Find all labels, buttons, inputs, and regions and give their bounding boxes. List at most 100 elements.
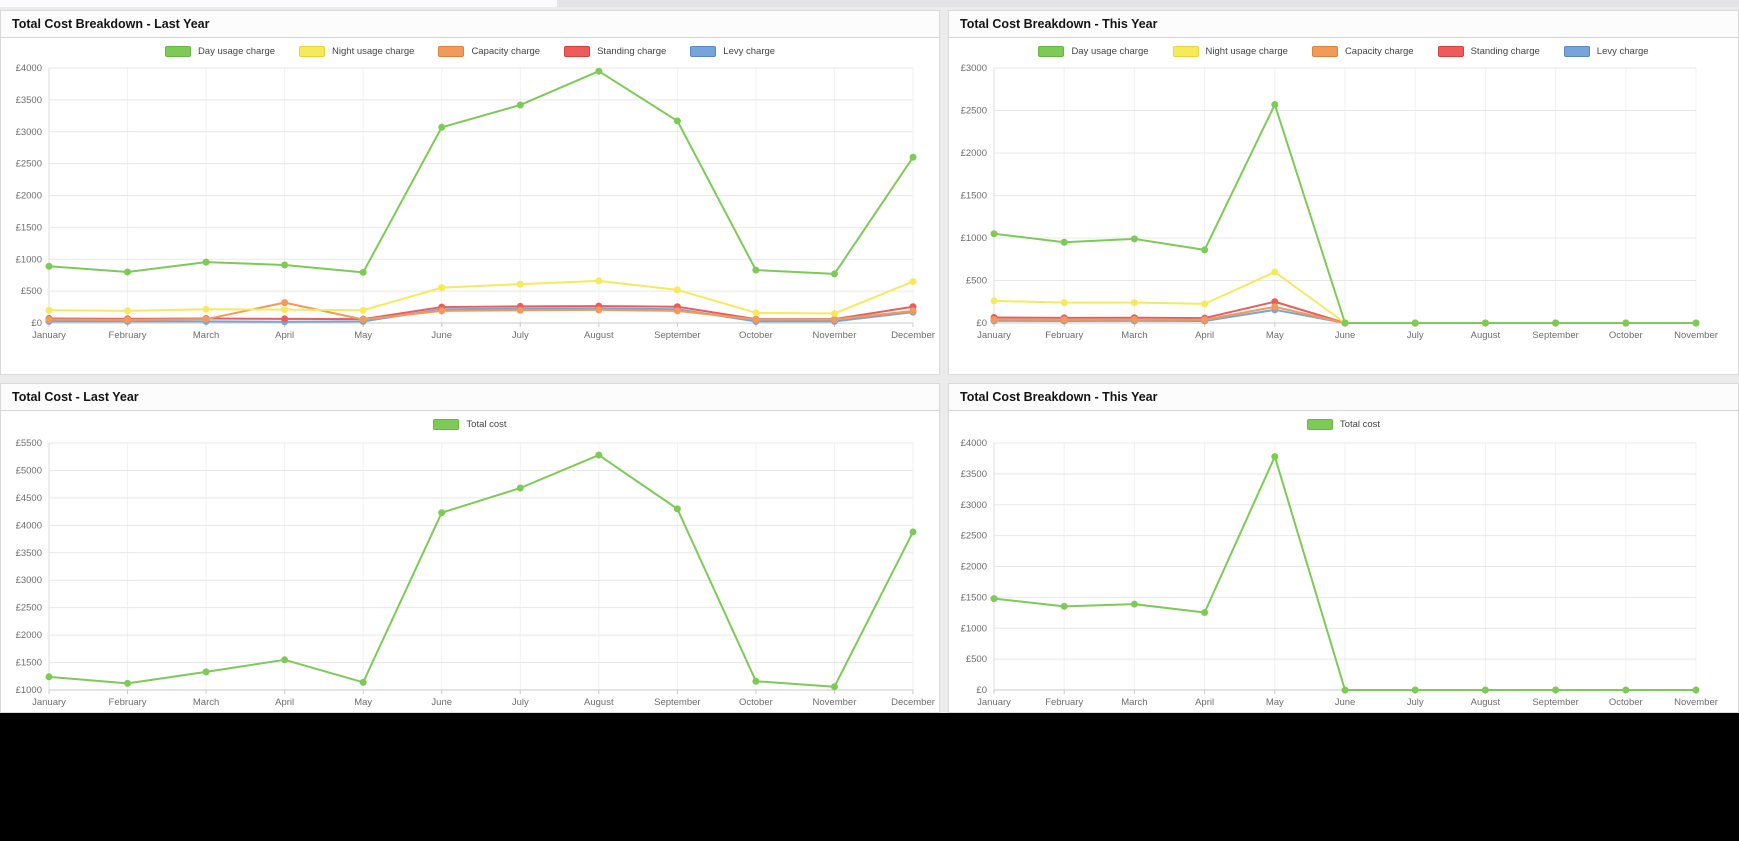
x-axis-label: September [654, 697, 700, 708]
data-point [909, 307, 917, 315]
y-axis-label: £2000 [961, 562, 987, 573]
x-axis-label: February [1045, 697, 1083, 708]
data-point [1271, 453, 1279, 461]
data-point [438, 284, 446, 292]
data-point [1341, 319, 1349, 327]
x-axis-label: June [431, 330, 452, 341]
x-axis-label: January [32, 697, 66, 708]
y-axis-label: £1000 [16, 254, 42, 265]
data-point [1060, 602, 1068, 610]
data-point [830, 270, 838, 278]
chart-legend: Day usage charge Night usage charge Capaci… [1, 38, 939, 64]
x-axis-label: September [654, 330, 700, 341]
y-axis-label: £2500 [16, 603, 42, 614]
legend-label: Standing charge [1470, 45, 1540, 57]
data-point [438, 509, 446, 517]
y-axis-label: £3500 [961, 469, 987, 480]
x-axis-label: October [739, 330, 773, 341]
screen-black-area [0, 713, 1739, 841]
legend-item-total-cost[interactable]: Total cost [433, 418, 507, 430]
legend-item-total-cost[interactable]: Total cost [1306, 418, 1381, 430]
legend-item-levy-charge[interactable]: Levy charge [690, 45, 776, 57]
x-axis-label: November [1674, 697, 1718, 708]
x-axis-label: July [1407, 697, 1424, 708]
data-point [752, 309, 760, 317]
y-axis-label: £3000 [961, 500, 987, 511]
legend-item-standing-charge[interactable]: Standing charge [564, 45, 666, 57]
legend-swatch-icon [1306, 418, 1333, 430]
chart-area: January February March April May June July Augu… [949, 437, 1738, 712]
data-point [359, 268, 367, 276]
legend-item-capacity-charge[interactable]: Capacity charge [438, 45, 541, 57]
series-line-capacity-charge [48, 301, 914, 321]
y-axis-label: £3500 [16, 95, 42, 106]
line-chart-breakdown-last-year: January February March April May June July Augu… [16, 64, 935, 341]
line-chart-total-cost-this-year: January February March April May June July Augu… [961, 438, 1718, 708]
data-point [1271, 298, 1279, 306]
chart-area: January February March April May June July Augu… [949, 64, 1738, 374]
legend-item-standing-charge[interactable]: Standing charge [1437, 45, 1540, 57]
legend-item-day-usage-charge[interactable]: Day usage charge [164, 45, 275, 57]
data-point [1130, 235, 1138, 243]
chart-area: January February March April May June July Augu… [1, 437, 939, 712]
x-axis-label: September [1532, 697, 1578, 708]
legend-swatch-icon [1172, 45, 1199, 57]
x-axis-label: April [275, 330, 294, 341]
legend-item-night-usage-charge[interactable]: Night usage charge [1172, 45, 1288, 57]
data-point [752, 266, 760, 274]
legend-item-night-usage-charge[interactable]: Night usage charge [299, 45, 415, 57]
data-point [673, 307, 681, 315]
legend-label: Total cost [1339, 418, 1381, 430]
data-point [281, 306, 289, 314]
chart-area: January February March April May June July Augu… [1, 64, 939, 374]
x-axis-label: July [512, 330, 529, 341]
data-point [202, 315, 210, 323]
y-axis-label: £3500 [16, 548, 42, 559]
y-axis-label: £1500 [961, 191, 987, 202]
data-point [673, 117, 681, 125]
data-point [516, 280, 524, 288]
y-axis-label: £4000 [16, 64, 42, 74]
legend-label: Total cost [466, 418, 507, 430]
legend-label: Levy charge [723, 45, 776, 57]
data-point [1271, 268, 1279, 276]
legend-item-day-usage-charge[interactable]: Day usage charge [1038, 45, 1149, 57]
data-point [202, 305, 210, 313]
data-point [1552, 319, 1560, 327]
data-point [45, 315, 53, 323]
line-chart-breakdown-this-year: January February March April May June July Augu… [961, 64, 1718, 341]
y-axis-label: £3000 [16, 575, 42, 586]
data-point [830, 315, 838, 323]
x-axis-label: June [1335, 330, 1356, 341]
data-point [45, 306, 53, 314]
data-point [1130, 316, 1138, 324]
legend-item-capacity-charge[interactable]: Capacity charge [1311, 45, 1414, 57]
data-point [990, 230, 998, 238]
data-point [1201, 300, 1209, 308]
x-axis-label: January [977, 697, 1011, 708]
panel-total-cost-last-year: Total Cost - Last Year Total cost Januar… [0, 383, 940, 713]
legend-label: Night usage charge [1205, 45, 1288, 57]
x-axis-label: May [1266, 330, 1284, 341]
legend-label: Night usage charge [332, 45, 415, 57]
x-axis-label: May [354, 697, 372, 708]
data-point [1692, 319, 1700, 327]
y-axis-label: £1500 [16, 222, 42, 233]
x-axis-label: February [1045, 330, 1083, 341]
x-axis-label: April [1195, 697, 1214, 708]
panel-title: Total Cost - Last Year [12, 390, 139, 404]
legend-item-levy-charge[interactable]: Levy charge [1563, 45, 1649, 57]
y-axis-label: £5000 [16, 465, 42, 476]
window-top-strip-left [0, 0, 557, 7]
legend-label: Capacity charge [471, 45, 541, 57]
y-axis-label: £4000 [961, 438, 987, 449]
legend-label: Levy charge [1596, 45, 1649, 57]
y-axis-label: £2500 [961, 106, 987, 117]
data-point [1130, 299, 1138, 307]
panel-breakdown-last-year: Total Cost Breakdown - Last Year Day usa… [0, 10, 940, 375]
data-point [752, 315, 760, 323]
x-axis-label: September [1532, 330, 1578, 341]
panel-total-cost-this-year: Total Cost Breakdown - This Year Total c… [948, 383, 1739, 713]
data-point [990, 316, 998, 324]
